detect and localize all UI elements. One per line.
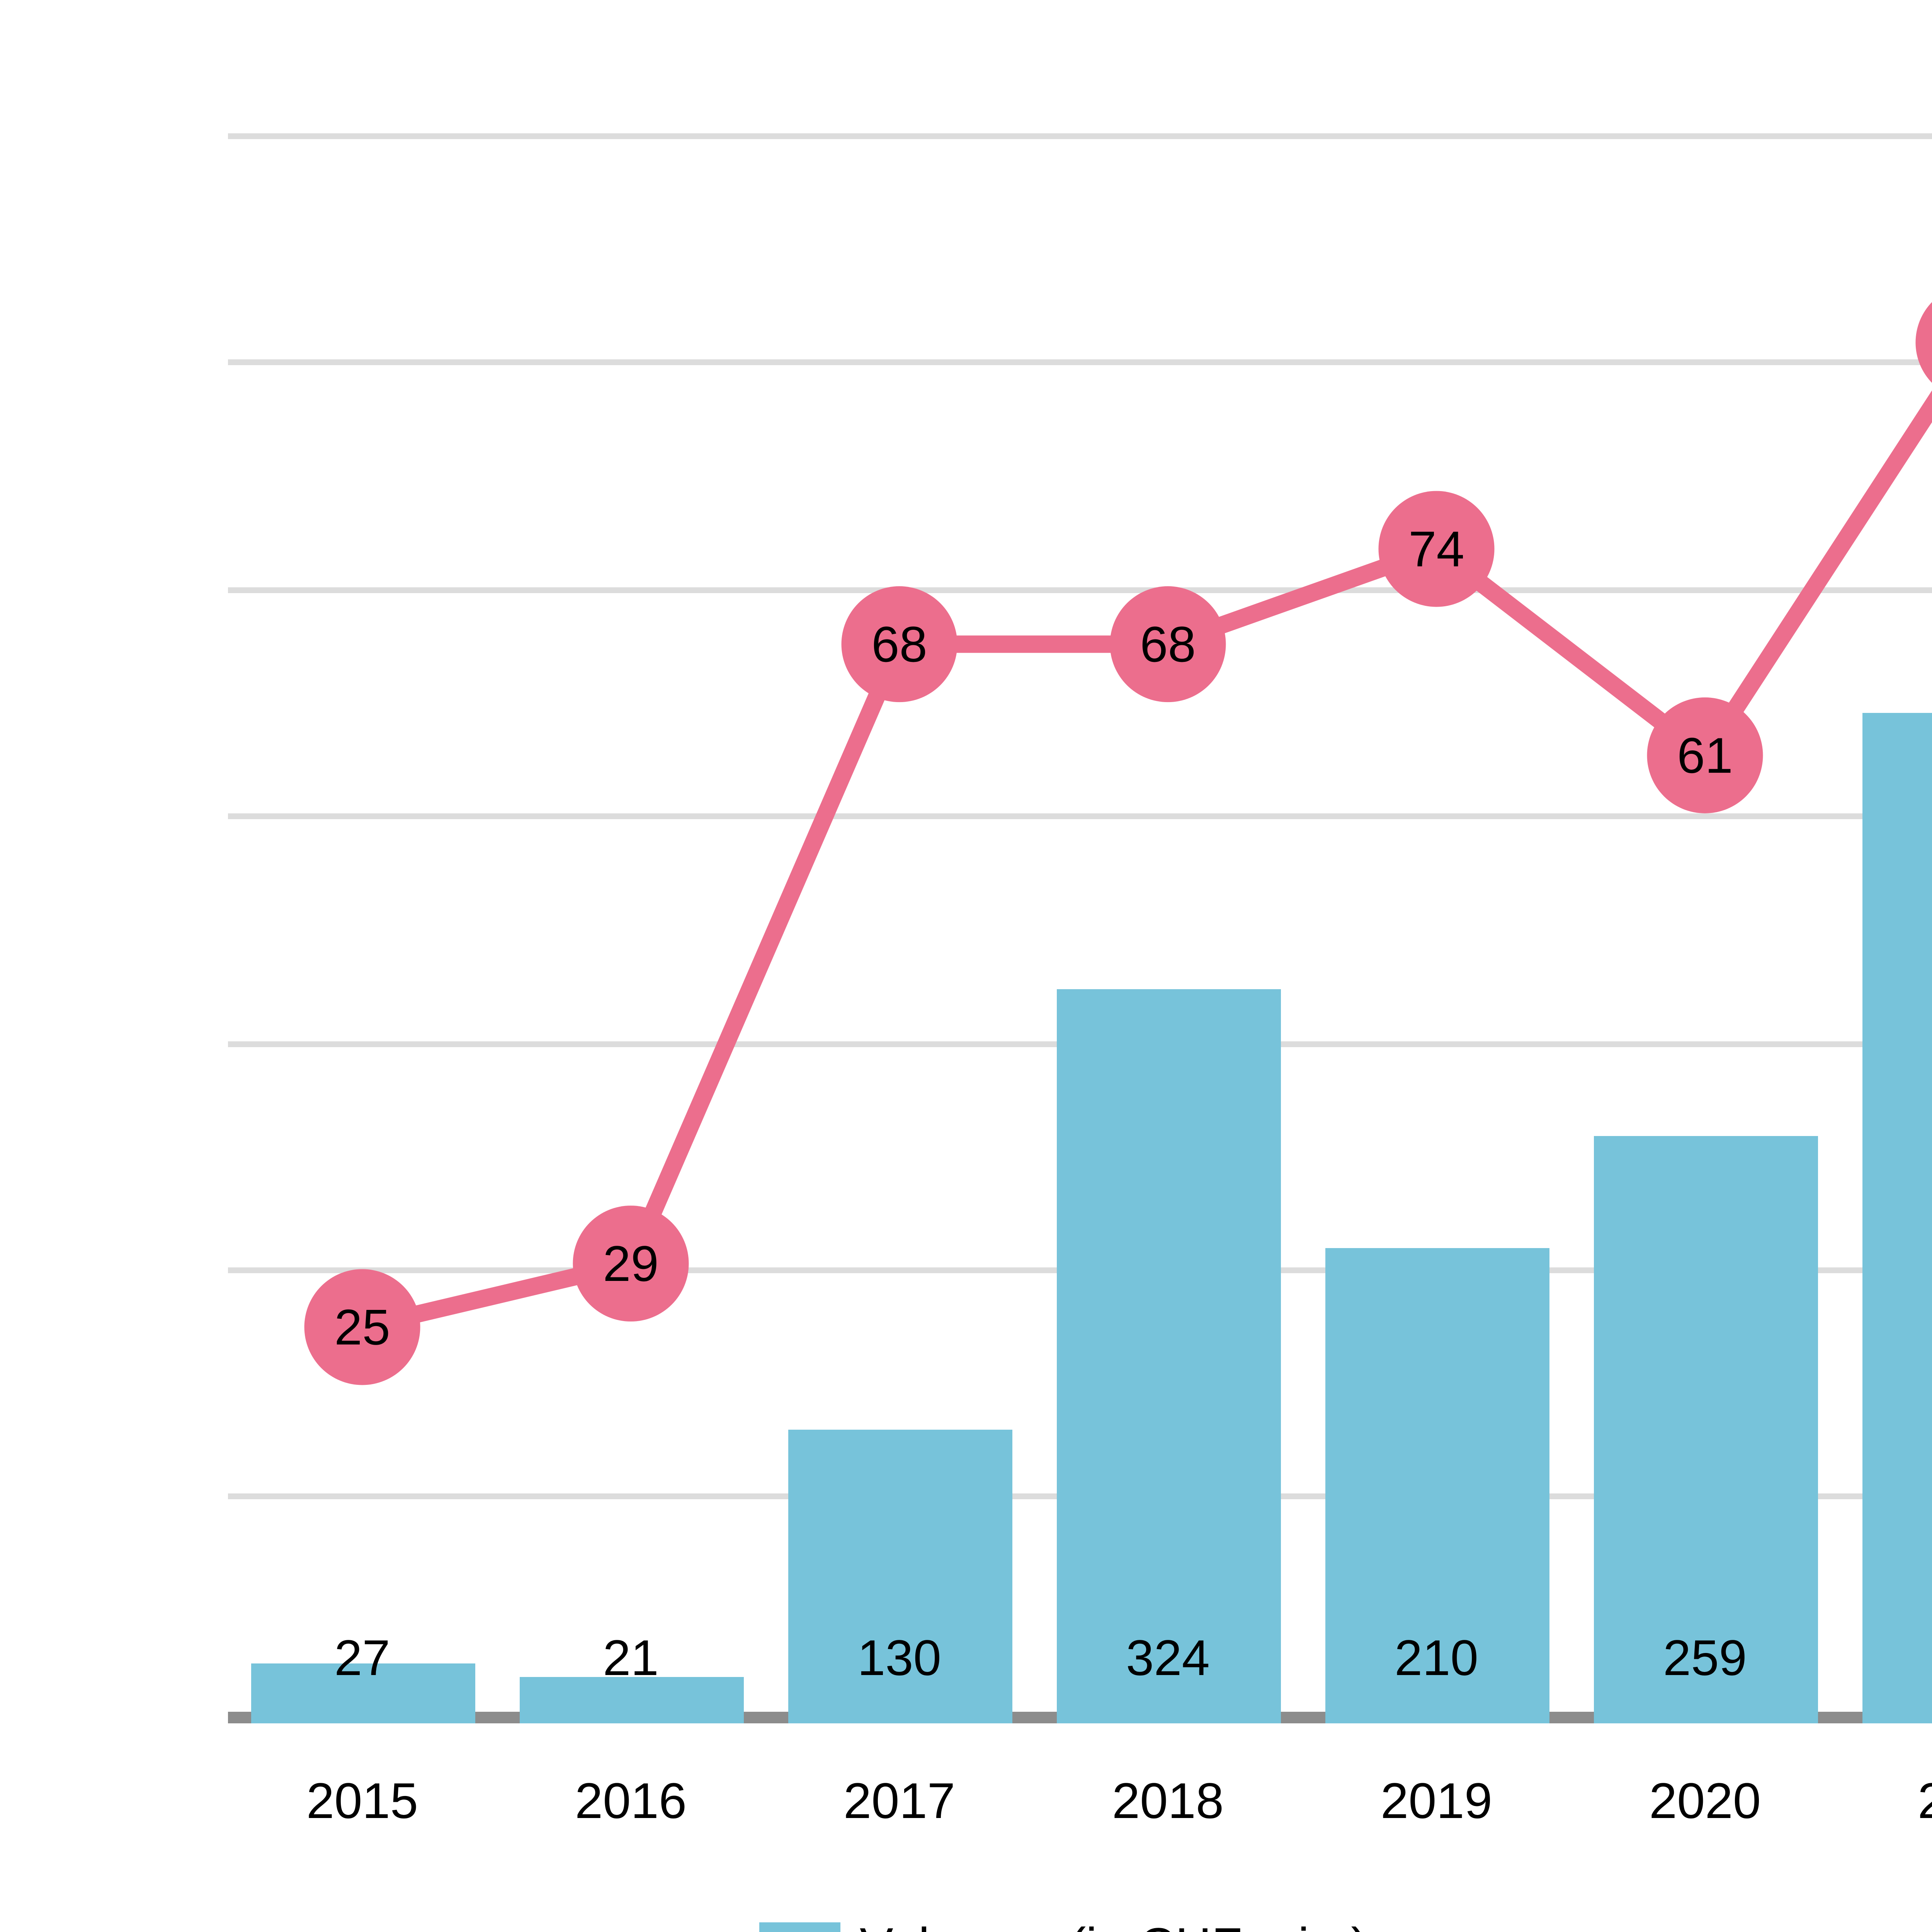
line-point-marker [1647,697,1763,813]
point-value-label: 74 [1408,521,1464,577]
gridline [228,133,1932,139]
bar-value-label: 259 [1663,1629,1747,1687]
legend-item-volumen: Volumen (in CHF mio.) [759,1913,1368,1932]
line-point-marker [1915,302,1932,383]
x-axis-label: 2015 [306,1772,418,1830]
point-value-label: 68 [871,616,927,672]
line-marker-dot [1928,1920,1932,1932]
point-value-label: 68 [1140,616,1196,672]
bar-value-label: 130 [857,1629,941,1687]
bar-value-label: 446 [1838,1633,1932,1683]
gridline [228,360,1932,366]
line-point-marker [573,1206,689,1322]
x-axis-label: 2017 [843,1772,956,1830]
x-axis-label: 2016 [575,1772,687,1830]
bar [1056,989,1280,1724]
gridline [228,587,1932,593]
gridline [228,813,1932,820]
line-point-marker [841,586,957,702]
bar [787,1429,1012,1724]
x-axis-label: 2020 [1649,1772,1761,1830]
bar-value-label: 324 [1126,1629,1210,1687]
x-axis-label: 2018 [1112,1772,1224,1830]
bar-value-label: 21 [603,1629,659,1687]
line-point-marker [1110,586,1226,702]
point-value-label: 25 [334,1299,390,1355]
bar-series-swatch [759,1922,840,1932]
point-value-label: 61 [1677,727,1733,784]
bar-value-label: 210 [1394,1629,1478,1687]
bar [1861,712,1932,1724]
x-axis-label: 2019 [1380,1772,1493,1830]
line-point-marker [304,1269,420,1385]
bar [250,1663,474,1724]
legend-item-runden: Anzahl Runden [1899,1913,1932,1932]
point-value-label: 29 [603,1235,659,1292]
legend-label-volumen: Volumen (in CHF mio.) [860,1918,1368,1932]
bar [519,1676,743,1724]
x-axis-label: 2021 [1838,1776,1932,1826]
line-series-marker-icon [1899,1918,1932,1932]
bar-value-label: 27 [334,1629,390,1687]
